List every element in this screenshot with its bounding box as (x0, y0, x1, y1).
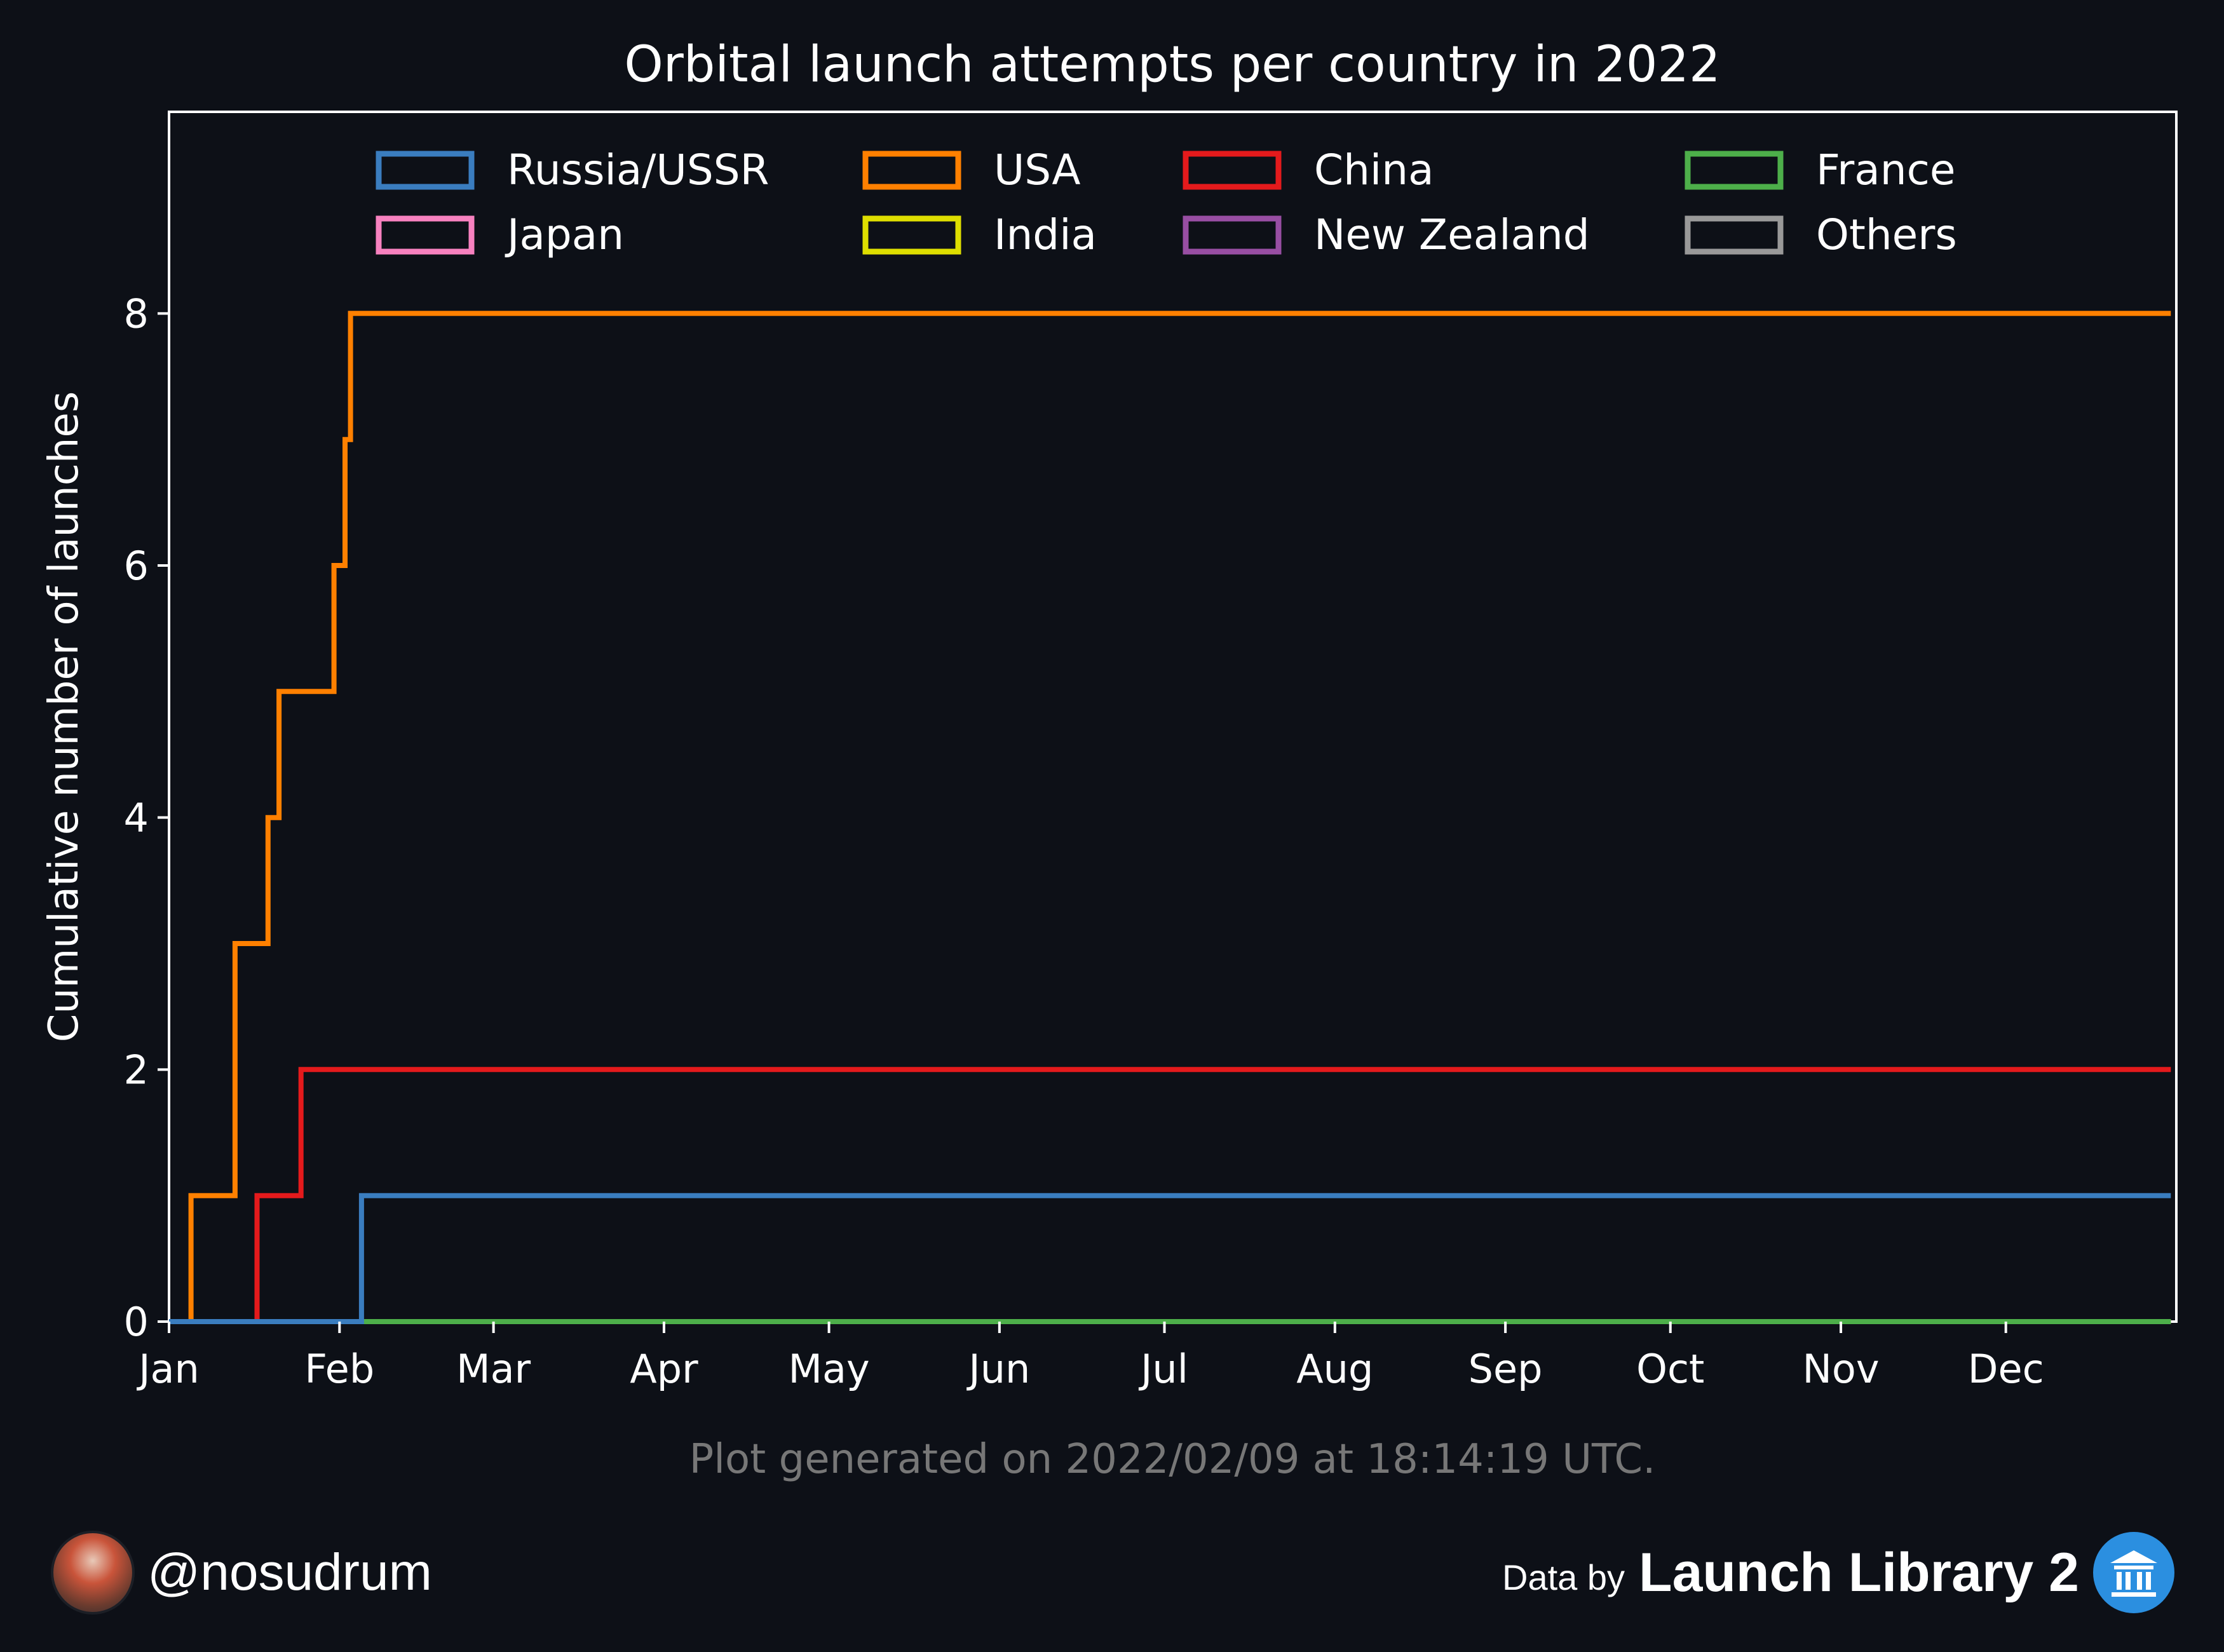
legend-item-china: China (1183, 146, 1434, 194)
chart-title: Orbital launch attempts per country in 2… (624, 36, 1720, 93)
author-handle: @nosudrum (51, 1531, 432, 1615)
legend-swatch (862, 151, 961, 190)
source-name: Launch Library 2 (1639, 1541, 2079, 1603)
legend-label: Japan (505, 210, 624, 259)
y-tick-label: 6 (124, 543, 149, 589)
legend-swatch (1183, 151, 1282, 190)
legend: Russia/USSR USA China France Japan India New Z… (376, 146, 1957, 259)
launch-library-logo-icon (2093, 1532, 2174, 1613)
source-prefix: Data by (1502, 1557, 1625, 1597)
x-tick-label: Sep (1468, 1346, 1543, 1392)
legend-item-new-zealand: New Zealand (1183, 210, 1590, 259)
x-tick-label: Mar (456, 1346, 531, 1392)
legend-swatch (862, 215, 961, 255)
series-line-usa (169, 311, 2171, 1324)
legend-item-usa: USA (862, 146, 1081, 194)
y-tick-label: 0 (124, 1299, 149, 1345)
legend-item-france: France (1685, 146, 1955, 194)
legend-swatch (1183, 215, 1282, 255)
plot-area (168, 111, 2178, 1323)
y-tick-label: 8 (124, 290, 149, 337)
handle-text: @nosudrum (147, 1543, 432, 1601)
legend-swatch (1685, 215, 1784, 255)
x-tick-label: May (788, 1346, 869, 1392)
legend-swatch (1685, 151, 1784, 190)
x-tick-label: Oct (1636, 1346, 1704, 1392)
x-tick-label: Nov (1803, 1346, 1880, 1392)
legend-swatch (376, 151, 475, 190)
x-tick-label: Jun (966, 1346, 1030, 1392)
legend-label: China (1314, 146, 1434, 194)
y-tick-label: 2 (124, 1046, 149, 1093)
legend-label: Russia/USSR (507, 146, 769, 194)
legend-item-india: India (862, 210, 1097, 259)
y-axis: 0 2 4 6 8 (124, 290, 169, 1345)
legend-item-japan: Japan (376, 210, 624, 259)
legend-label: France (1816, 146, 1955, 194)
x-axis: Jan Feb Mar Apr May Jun Jul Aug Sep Oct Nov Dec (136, 1322, 2044, 1392)
x-tick-label: Apr (630, 1346, 698, 1392)
x-tick-label: Jan (136, 1346, 200, 1392)
series-layer (169, 311, 2171, 1324)
legend-label: New Zealand (1314, 210, 1590, 259)
legend-item-russia-ussr: Russia/USSR (376, 146, 769, 194)
legend-label: India (994, 210, 1097, 259)
x-tick-label: Dec (1968, 1346, 2044, 1392)
data-source: Data by Launch Library 2 (1502, 1531, 2174, 1614)
avatar-photo (51, 1531, 135, 1615)
legend-item-others: Others (1685, 210, 1957, 259)
legend-swatch (376, 215, 475, 255)
x-tick-label: Aug (1296, 1346, 1373, 1392)
x-tick-label: Feb (304, 1346, 374, 1392)
x-tick-label: Jul (1138, 1346, 1188, 1392)
series-line-russia-ussr (169, 1193, 2171, 1324)
y-tick-label: 4 (124, 795, 149, 841)
y-axis-label: Cumulative number of launches (41, 391, 88, 1042)
legend-label: USA (994, 146, 1081, 194)
plot-generated-note: Plot generated on 2022/02/09 at 18:14:19… (689, 1436, 1656, 1483)
legend-label: Others (1816, 210, 1957, 259)
